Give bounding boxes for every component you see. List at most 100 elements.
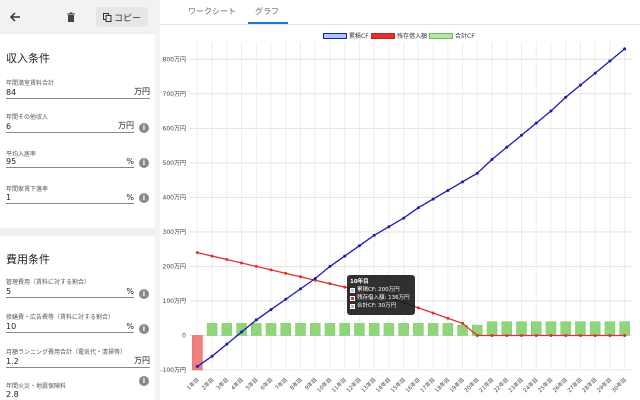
debt-point [593,333,597,337]
x-tick-label: 24年目 [521,376,539,394]
legend-item-cumulative[interactable]: 累積CF [323,31,369,40]
cumulative-cf-point [225,342,229,346]
insurance-input[interactable]: 2.8 [6,388,134,400]
toolbar: コピー [0,0,155,34]
management-input[interactable]: 5 % [6,287,134,298]
expense-title: 費用条件 [6,253,50,266]
y-tick-label: 200万円 [163,263,186,270]
cumulative-cf-point [402,216,406,220]
cumulative-cf-point [623,47,627,51]
total-cf-bar [619,321,630,336]
total-cf-bar [295,323,306,336]
y-tick-label: 700万円 [163,91,186,98]
debt-point [225,258,229,262]
repair-input[interactable]: 10 % [6,322,134,333]
x-tick-label: 10年目 [315,376,333,394]
x-tick-label: 1年目 [185,376,201,392]
rent-input[interactable]: 84 万円 [6,87,150,99]
cumulative-cf-point [254,318,258,322]
y-tick-label: 300万円 [163,229,186,236]
cumulative-cf-point [269,308,273,312]
x-tick-label: 22年目 [492,376,510,394]
info-icon[interactable]: i [139,123,149,133]
tooltip-line: 残存借入額: 136万円 [350,294,412,302]
x-tick-label: 7年目 [273,376,289,392]
x-tick-label: 11年目 [330,376,348,394]
cumulative-cf-point [461,180,465,184]
legend-swatch [323,32,347,39]
debt-point [416,306,420,310]
total-cf-bar [413,323,424,336]
x-tick-label: 15年目 [389,376,407,394]
total-cf-bar [442,323,454,336]
running-cost-input[interactable]: 1.2 万円 [6,356,150,368]
cumulative-cf-point [520,133,523,137]
legend-item-debt[interactable]: 残存借入額 [371,31,427,40]
debt-point [608,333,612,337]
legend-swatch [371,32,395,39]
cumulative-cf-point [416,206,420,210]
total-cf-bar [457,324,468,336]
cumulative-cf-point [313,277,317,281]
cumulative-cf-point [210,354,214,358]
total-cf-bar [383,323,395,336]
field-label-other-income: 年間その他収入 [6,114,49,121]
copy-label: コピー [113,13,141,24]
y-tick-label: -100万円 [160,367,186,374]
x-tick-label: 28年目 [580,376,598,394]
info-icon[interactable]: i [139,158,149,168]
delete-button[interactable] [62,8,80,26]
x-tick-label: 12年目 [344,376,362,394]
y-tick-label: 100万円 [163,298,186,305]
info-icon[interactable]: i [139,289,149,299]
other-income-input[interactable]: 6 万円 [6,121,134,133]
x-tick-label: 17年目 [418,376,436,394]
active-tab-indicator [248,22,288,24]
debt-point [343,285,347,289]
total-cf-bar [324,323,336,336]
field-label-management: 管理費用（賃料に対する割合） [6,279,91,286]
debt-point [240,261,244,265]
debt-point [210,254,214,258]
debt-point [254,264,258,268]
total-cf-bar [206,323,218,336]
x-tick-label: 29年目 [595,376,613,394]
y-tick-label: 400万円 [163,194,186,201]
tab-worksheet[interactable]: ワークシート [188,7,236,16]
x-tick-label: 27年目 [565,376,583,394]
info-icon[interactable]: i [139,376,149,386]
tooltip-line: 合計CF: 30万円 [350,302,412,310]
debt-point [623,333,627,337]
total-cf-bar [280,323,292,336]
rent-decline-input[interactable]: 1 % [6,193,134,204]
x-tick-label: 23年目 [507,376,525,394]
legend-item-total[interactable]: 合計CF [429,31,475,40]
copy-button[interactable]: コピー [96,7,148,27]
debt-point [284,271,288,275]
x-tick-label: 16年目 [403,376,421,394]
debt-point [475,333,479,337]
debt-point [520,333,523,337]
income-title: 収入条件 [6,52,50,65]
info-icon[interactable]: i [139,324,149,334]
info-icon[interactable]: i [139,193,149,203]
debt-point [431,311,435,315]
debt-point [269,268,273,272]
tab-graph[interactable]: グラフ [255,7,279,16]
x-tick-label: 2年目 [200,376,216,392]
copy-icon [102,12,112,22]
total-cf-bar [501,321,513,336]
x-tick-label: 13年目 [359,376,377,394]
occupancy-input[interactable]: 95 % [6,157,134,168]
total-cf-bar [486,321,498,336]
tab-bar: ワークシート グラフ [160,0,640,25]
total-cf-bar [221,323,233,336]
x-tick-label: 30年目 [610,376,628,394]
x-tick-label: 8年目 [288,376,304,392]
debt-point [195,251,199,255]
debt-point [534,333,538,337]
field-label-running-cost: 月額ランニング費用合計（電気代・清掃等） [6,349,127,356]
y-tick-label: 0 [182,332,186,339]
back-button[interactable] [6,8,24,26]
